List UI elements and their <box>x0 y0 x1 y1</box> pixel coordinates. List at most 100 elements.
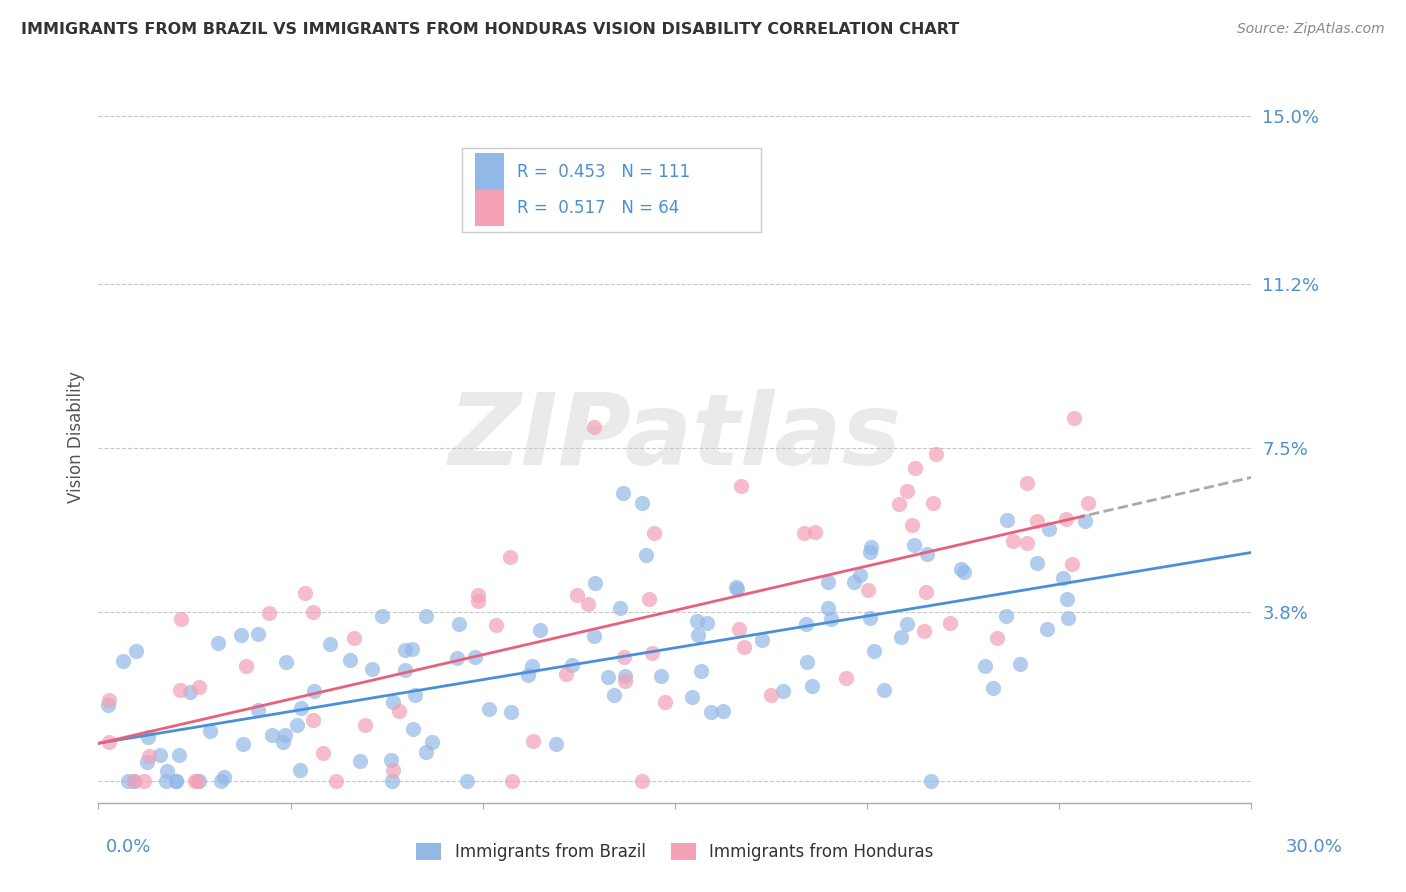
Point <box>858 582 880 597</box>
Point <box>122 773 145 788</box>
Point <box>155 773 177 788</box>
Point <box>654 695 676 709</box>
Point <box>349 755 371 769</box>
Point <box>772 684 794 698</box>
Point <box>302 684 325 698</box>
Point <box>761 688 783 702</box>
Point <box>820 611 842 625</box>
Point <box>612 486 634 500</box>
Point <box>915 547 938 561</box>
Point <box>859 545 882 559</box>
Point <box>598 670 620 684</box>
Point <box>339 653 361 667</box>
Point <box>170 611 193 625</box>
Text: 30.0%: 30.0% <box>1286 838 1343 855</box>
Point <box>401 722 423 736</box>
Point <box>415 608 437 623</box>
Point <box>456 773 478 788</box>
Point <box>186 773 208 788</box>
Point <box>382 763 405 777</box>
Point <box>382 695 405 709</box>
Point <box>862 644 884 658</box>
Point <box>319 637 342 651</box>
Point <box>165 773 187 788</box>
Point <box>643 526 665 541</box>
Point <box>111 654 134 668</box>
Point <box>179 685 201 699</box>
Point <box>912 624 935 638</box>
Point <box>938 615 960 630</box>
Point <box>394 663 416 677</box>
Point <box>873 682 896 697</box>
Point <box>464 649 486 664</box>
FancyBboxPatch shape <box>461 148 762 232</box>
Point <box>603 688 626 702</box>
Text: R =  0.453   N = 111: R = 0.453 N = 111 <box>517 162 690 180</box>
Point <box>915 585 938 599</box>
Point <box>650 668 672 682</box>
Point <box>565 588 588 602</box>
Point <box>613 673 636 688</box>
Point <box>1052 571 1074 585</box>
Point <box>613 650 636 665</box>
Text: R =  0.517   N = 64: R = 0.517 N = 64 <box>517 199 679 217</box>
Point <box>922 496 945 510</box>
Point <box>730 479 752 493</box>
Point <box>844 575 866 590</box>
Point <box>302 605 325 619</box>
Point <box>529 623 551 637</box>
Point <box>188 773 211 788</box>
Point <box>207 636 229 650</box>
Point <box>404 688 426 702</box>
Point <box>920 773 942 788</box>
Point <box>794 617 817 632</box>
Point <box>149 748 172 763</box>
Point <box>994 609 1017 624</box>
Point <box>276 655 298 669</box>
Point <box>986 632 1008 646</box>
Point <box>696 616 718 631</box>
Point <box>700 706 723 720</box>
Point <box>728 622 751 636</box>
Point <box>415 745 437 759</box>
Point <box>751 633 773 648</box>
Point <box>290 701 312 715</box>
Point <box>889 497 911 511</box>
Point <box>184 773 207 788</box>
Point <box>246 627 269 641</box>
Point <box>631 495 654 509</box>
Point <box>630 773 652 788</box>
Point <box>235 659 257 673</box>
Point <box>325 773 347 788</box>
Point <box>641 646 664 660</box>
Point <box>796 655 818 669</box>
Point <box>387 704 409 718</box>
Point <box>271 735 294 749</box>
Point <box>274 728 297 742</box>
Point <box>187 680 209 694</box>
Point <box>394 643 416 657</box>
Point <box>848 567 870 582</box>
Point <box>136 756 159 770</box>
Point <box>1054 512 1077 526</box>
Point <box>859 540 882 554</box>
Point <box>516 667 538 681</box>
Point <box>1015 536 1038 550</box>
Point <box>354 717 377 731</box>
Point <box>925 447 948 461</box>
Point <box>725 582 748 597</box>
Point <box>804 524 827 539</box>
Point <box>260 728 283 742</box>
Point <box>859 611 882 625</box>
Point <box>638 592 661 607</box>
Point <box>522 659 544 673</box>
Point <box>1073 514 1095 528</box>
Point <box>198 723 221 738</box>
Point <box>246 703 269 717</box>
Point <box>609 601 631 615</box>
Point <box>896 483 918 498</box>
Point <box>1035 622 1057 636</box>
Point <box>817 601 839 615</box>
Point <box>499 550 522 565</box>
Point <box>156 764 179 779</box>
